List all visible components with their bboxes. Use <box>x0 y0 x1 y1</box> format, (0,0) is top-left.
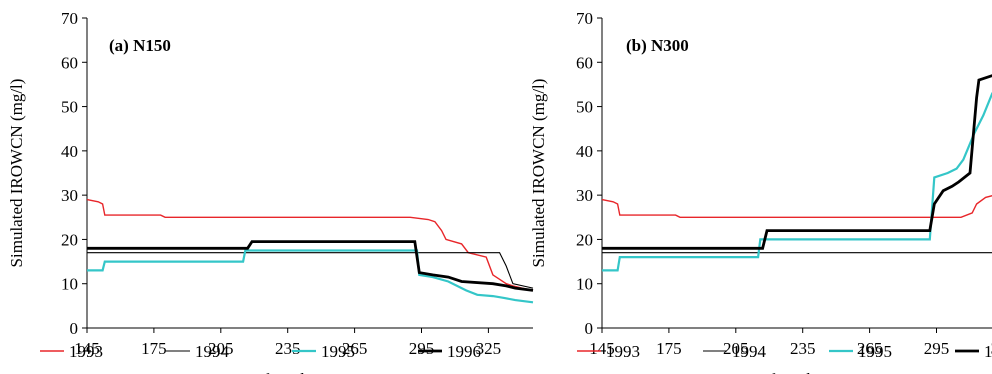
series-line-1996 <box>602 74 992 250</box>
x-tick-label: 295 <box>924 339 950 358</box>
legend-label-1993: 1993 <box>69 342 103 361</box>
chart-title: (a) N150 <box>109 36 171 55</box>
x-tick-label: 205 <box>723 339 749 358</box>
legend-label-1994: 1994 <box>195 342 230 361</box>
chart-panel-a: 0 10 20 30 40 50 60 70 145 175 205 235 265 295 325 Juli… <box>7 9 534 374</box>
x-tick-label: 205 <box>208 339 234 358</box>
y-tick-label: 60 <box>61 53 78 72</box>
y-tick-label: 20 <box>576 230 593 249</box>
chart-panel-b: 0 10 20 30 40 50 60 70 145 175 205 235 265 295 325 Juli… <box>529 9 992 374</box>
legend-label-1995: 1995 <box>858 342 892 361</box>
x-tick-label: 265 <box>857 339 883 358</box>
x-tick-label: 175 <box>656 339 682 358</box>
chart-title: (b) N300 <box>626 36 689 55</box>
x-tick-label: 235 <box>275 339 301 358</box>
y-tick-label: 0 <box>70 319 79 338</box>
y-axis-label: Simulated IROWCN (mg/l) <box>529 79 548 268</box>
series-line-1995 <box>87 249 534 304</box>
legend-label-1995: 1995 <box>321 342 355 361</box>
y-tick-label: 20 <box>61 230 78 249</box>
series-line-1994 <box>602 252 992 254</box>
series-line-1993 <box>86 198 534 292</box>
y-tick-label: 50 <box>576 98 593 117</box>
x-tick-label: 175 <box>141 339 167 358</box>
legend-label-1994: 1994 <box>732 342 767 361</box>
x-tick-label: 325 <box>991 339 992 358</box>
series-line-1995 <box>602 92 992 272</box>
y-tick-label: 40 <box>61 142 78 161</box>
x-tick-label: 235 <box>790 339 816 358</box>
series-line-1996 <box>87 240 534 292</box>
legend-label-1996: 1996 <box>447 342 481 361</box>
x-axis-label: Julian days <box>251 370 327 374</box>
y-tick-label: 60 <box>576 53 593 72</box>
y-tick-label: 70 <box>576 9 593 28</box>
legend-label-1993: 1993 <box>606 342 640 361</box>
y-tick-label: 30 <box>61 186 78 205</box>
y-tick-label: 30 <box>576 186 593 205</box>
x-tick-label: 145 <box>589 339 615 358</box>
series-line-1994 <box>87 252 534 289</box>
x-tick-label: 295 <box>409 339 435 358</box>
legend-label-1996: 1996 <box>984 342 992 361</box>
x-tick-label: 325 <box>476 339 502 358</box>
y-tick-label: 10 <box>61 275 78 294</box>
y-axis-label: Simulated IROWCN (mg/l) <box>7 79 26 268</box>
x-tick-label: 145 <box>74 339 100 358</box>
y-tick-label: 70 <box>61 9 78 28</box>
y-tick-label: 0 <box>585 319 594 338</box>
y-tick-label: 40 <box>576 142 593 161</box>
x-tick-label: 265 <box>342 339 368 358</box>
y-tick-label: 10 <box>576 275 593 294</box>
series-line-1993 <box>601 195 992 218</box>
y-tick-label: 50 <box>61 98 78 117</box>
x-axis-label: Julian days <box>757 370 833 374</box>
